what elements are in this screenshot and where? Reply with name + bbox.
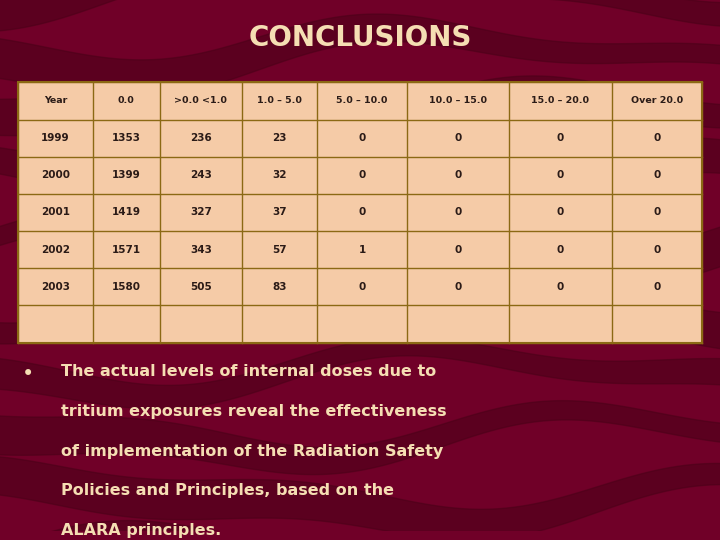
Text: 1419: 1419 [112, 207, 140, 218]
Text: of implementation of the Radiation Safety: of implementation of the Radiation Safet… [61, 443, 444, 458]
Text: 1999: 1999 [41, 133, 70, 143]
Text: 2003: 2003 [41, 282, 70, 292]
Text: 236: 236 [190, 133, 212, 143]
Text: 0: 0 [557, 170, 564, 180]
Text: The actual levels of internal doses due to: The actual levels of internal doses due … [61, 364, 436, 379]
Text: CONCLUSIONS: CONCLUSIONS [248, 24, 472, 52]
Text: Policies and Principles, based on the: Policies and Principles, based on the [61, 483, 395, 498]
Text: tritium exposures reveal the effectiveness: tritium exposures reveal the effectivene… [61, 404, 447, 418]
Text: 0: 0 [653, 170, 660, 180]
Text: 0: 0 [557, 207, 564, 218]
Text: 0: 0 [359, 207, 366, 218]
Text: 1571: 1571 [112, 245, 140, 255]
Text: 243: 243 [190, 170, 212, 180]
Text: 23: 23 [272, 133, 287, 143]
Text: 83: 83 [272, 282, 287, 292]
Text: •: • [22, 364, 34, 384]
Text: 1580: 1580 [112, 282, 140, 292]
Text: >0.0 <1.0: >0.0 <1.0 [174, 97, 228, 105]
Text: 1.0 – 5.0: 1.0 – 5.0 [257, 97, 302, 105]
Text: 15.0 – 20.0: 15.0 – 20.0 [531, 97, 590, 105]
Text: 0: 0 [454, 133, 462, 143]
Text: Year: Year [44, 97, 67, 105]
Text: 0: 0 [359, 133, 366, 143]
Text: Over 20.0: Over 20.0 [631, 97, 683, 105]
Text: 0: 0 [653, 207, 660, 218]
Text: 2000: 2000 [41, 170, 70, 180]
Text: 0: 0 [653, 282, 660, 292]
Text: 1399: 1399 [112, 170, 140, 180]
Text: 0: 0 [454, 245, 462, 255]
Text: 327: 327 [190, 207, 212, 218]
Text: 0.0: 0.0 [118, 97, 135, 105]
Text: 37: 37 [272, 207, 287, 218]
Text: 0: 0 [454, 282, 462, 292]
Text: 0: 0 [359, 170, 366, 180]
Text: 1353: 1353 [112, 133, 140, 143]
Text: 2001: 2001 [41, 207, 70, 218]
Text: ALARA principles.: ALARA principles. [61, 523, 222, 538]
Text: 0: 0 [454, 170, 462, 180]
Text: 57: 57 [272, 245, 287, 255]
Text: 2002: 2002 [41, 245, 70, 255]
Text: 505: 505 [190, 282, 212, 292]
Text: 0: 0 [359, 282, 366, 292]
Text: 0: 0 [557, 245, 564, 255]
Text: 32: 32 [272, 170, 287, 180]
Text: 10.0 – 15.0: 10.0 – 15.0 [429, 97, 487, 105]
Text: 0: 0 [557, 282, 564, 292]
Text: 1: 1 [359, 245, 366, 255]
Text: 343: 343 [190, 245, 212, 255]
Text: 5.0 – 10.0: 5.0 – 10.0 [336, 97, 387, 105]
Text: 0: 0 [653, 133, 660, 143]
Bar [18, 82, 702, 343]
Text: 0: 0 [454, 207, 462, 218]
Text: 0: 0 [653, 245, 660, 255]
Text: 0: 0 [557, 133, 564, 143]
